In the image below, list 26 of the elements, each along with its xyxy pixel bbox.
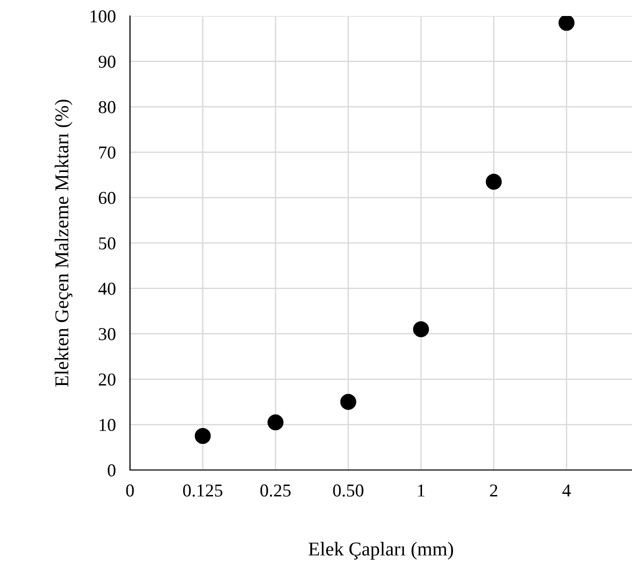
point [194,428,211,444]
x-tick-label: 0.50 [333,484,364,497]
y-tick-label: 100 [90,10,116,22]
y-tick-label: 20 [98,373,116,386]
point [340,394,356,410]
x-tick-label: 0 [126,484,134,497]
x-axis-title: Elek Çapları (mm) [308,542,454,560]
x-tick-label: 4 [562,484,571,496]
y-tick-label: 10 [100,418,116,432]
y-tick-label: 70 [99,146,116,159]
x-tick-label: 0.125 [183,484,222,497]
point [268,414,284,430]
y-tick-label: 50 [99,237,116,250]
x-tick-label: 2 [490,484,498,496]
y-tick-label: 60 [98,192,116,204]
y-tick-label: 30 [98,328,116,340]
point [558,16,574,31]
y-tick-label: 90 [98,56,116,68]
y-tick-label: 0 [108,464,116,476]
x-tick-label: 1 [418,484,424,496]
x-tick-label: 0.25 [260,484,291,497]
y-axis-title: Elekten Geçen Malzeme Mıktarı (%) [54,100,72,387]
y-tick-label: 40 [98,282,116,295]
y-tick-label: 80 [98,101,116,114]
point [413,321,429,338]
point [486,174,502,190]
